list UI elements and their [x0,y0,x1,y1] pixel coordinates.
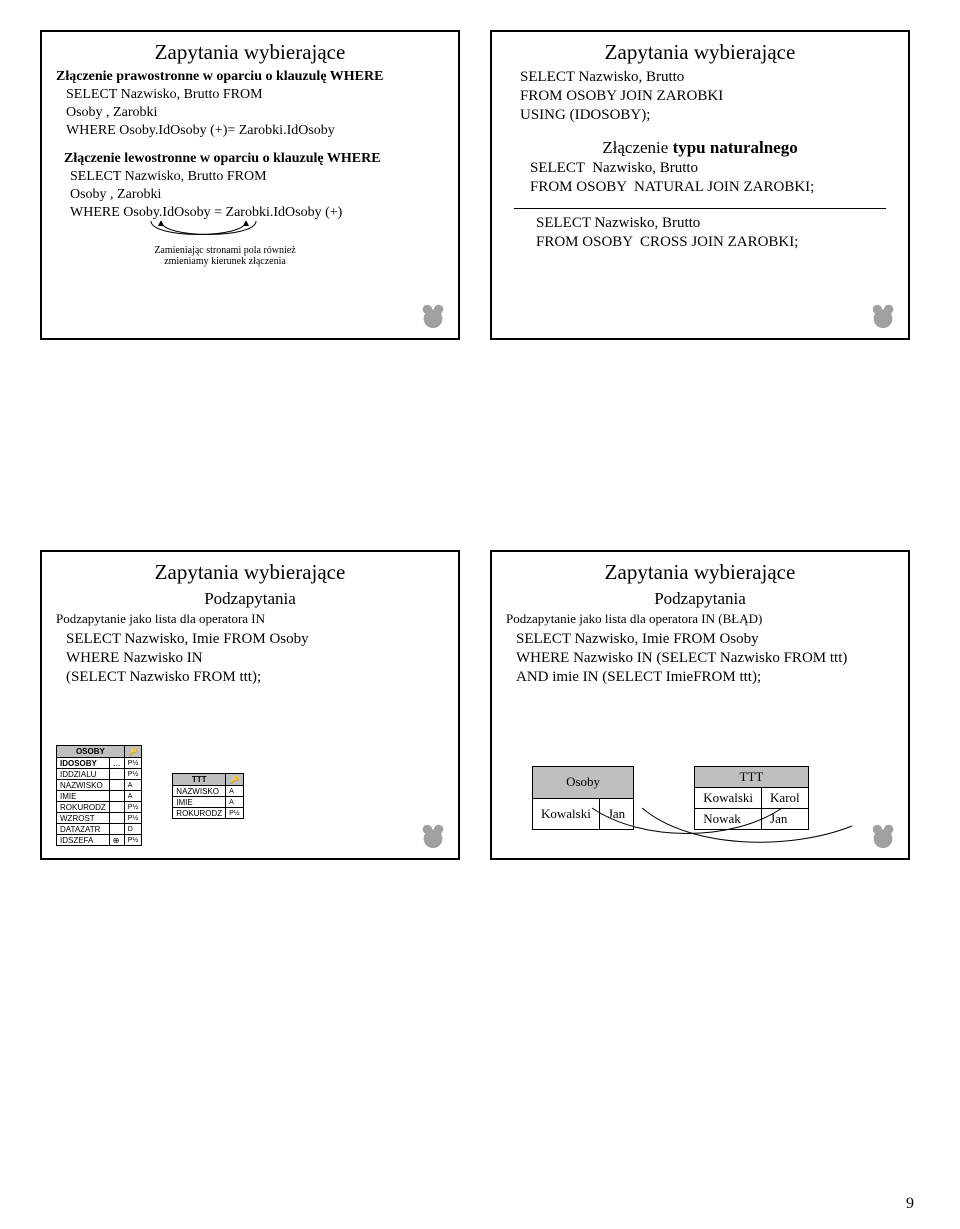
col-type: P½ [124,813,142,824]
col-name: IDOSOBY [57,758,110,769]
code-line: SELECT Nazwisko, Imie FROM Osoby [66,631,444,648]
col-type: D [124,824,142,835]
col-name: IMIE [57,791,110,802]
description: Podzapytanie jako lista dla operatora IN… [506,611,894,627]
heading: Złączenie typu naturalnego [602,138,797,157]
slide-title: Zapytania wybierające [506,560,894,585]
frog-icon [868,820,898,850]
code-line: SELECT Nazwisko, Imie FROM Osoby [516,631,894,648]
code-line: SELECT Nazwisko, Brutto [530,160,894,177]
key-icon: 🔑 [124,746,142,758]
col-name: IDSZEFA [57,835,110,846]
col-type: A [124,791,142,802]
slide-2: Zapytania wybierające SELECT Nazwisko, B… [490,30,910,340]
code-line: SELECT Nazwisko, Brutto FROM [66,87,444,103]
code-line: Osoby , Zarobki [66,105,444,121]
code-line: SELECT Nazwisko, Brutto [536,215,894,232]
col-type: A [226,797,244,808]
code-line: FROM OSOBY JOIN ZAROBKI [520,88,894,105]
code-line: USING (IDOSOBY); [520,107,894,124]
schema-tables: OSOBY🔑 IDOSOBY…P½ IDDZIALUP½ NAZWISKOA I… [56,745,244,846]
col-type: A [226,786,244,797]
slide-4: Zapytania wybierające Podzapytania Podza… [490,550,910,860]
col-type: P½ [124,769,142,780]
description: Podzapytanie jako lista dla operatora IN [56,611,444,627]
slide-title: Zapytania wybierające [506,40,894,65]
code-line: (SELECT Nazwisko FROM ttt); [66,669,444,686]
swap-arrows [56,221,444,239]
subtitle: Podzapytania [506,589,894,609]
heading: Złączenie prawostronne w oparciu o klauz… [56,69,444,85]
table-header: TTT [695,767,808,788]
osoby-schema-table: OSOBY🔑 IDOSOBY…P½ IDDZIALUP½ NAZWISKOA I… [56,745,142,846]
ttt-schema-table: TTT🔑 NAZWISKOA IMIEA ROKURODZP½ [172,773,243,819]
slide-title: Zapytania wybierające [56,40,444,65]
code-line: WHERE Osoby.IdOsoby = Zarobki.IdOsoby (+… [70,205,444,221]
row-1: Zapytania wybierające Złączenie prawostr… [40,30,920,340]
col-type: P½ [124,758,142,769]
code-line: AND imie IN (SELECT ImieFROM ttt); [516,669,894,686]
divider [514,208,886,209]
note-line: Zamieniając stronami pola również [56,245,444,256]
code-line: WHERE Osoby.IdOsoby (+)= Zarobki.IdOsoby [66,123,444,139]
page: Zapytania wybierające Złączenie prawostr… [0,0,960,1229]
col-type: A [124,780,142,791]
code-line: WHERE Nazwisko IN (SELECT Nazwisko FROM … [516,650,894,667]
table-header: Osoby [533,767,634,799]
code-line: Osoby , Zarobki [70,187,444,203]
join-arcs [532,802,872,852]
col-type: P½ [226,808,244,819]
code-line: SELECT Nazwisko, Brutto [520,69,894,86]
slide-title: Zapytania wybierające [56,560,444,585]
code-line: SELECT Nazwisko, Brutto FROM [70,169,444,185]
col-name: DATAZATR [57,824,110,835]
table-header: TTT [173,774,226,786]
col-name: ROKURODZ [57,802,110,813]
subtitle: Podzapytania [56,589,444,609]
col-name: ROKURODZ [173,808,226,819]
col-name: IMIE [173,797,226,808]
col-name: NAZWISKO [173,786,226,797]
col-dots: … [109,758,124,769]
col-type: P½ [124,835,142,846]
code-line: FROM OSOBY CROSS JOIN ZAROBKI; [536,234,894,251]
col-name: WZROST [57,813,110,824]
col-name: NAZWISKO [57,780,110,791]
page-number: 9 [906,1195,914,1213]
code-line: WHERE Nazwisko IN [66,650,444,667]
heading: Złączenie lewostronne w oparciu o klauzu… [56,151,444,167]
frog-icon [418,820,448,850]
code-line: FROM OSOBY NATURAL JOIN ZAROBKI; [530,179,894,196]
col-name: IDDZIALU [57,769,110,780]
table-header: OSOBY [57,746,125,758]
note-line: zmieniamy kierunek złączenia [56,256,444,267]
slide-1: Zapytania wybierające Złączenie prawostr… [40,30,460,340]
row-2: Zapytania wybierające Podzapytania Podza… [40,550,920,860]
slide-3: Zapytania wybierające Podzapytania Podza… [40,550,460,860]
key-icon: 🔑 [226,774,244,786]
col-type: P½ [124,802,142,813]
frog-icon [868,300,898,330]
frog-icon [418,300,448,330]
